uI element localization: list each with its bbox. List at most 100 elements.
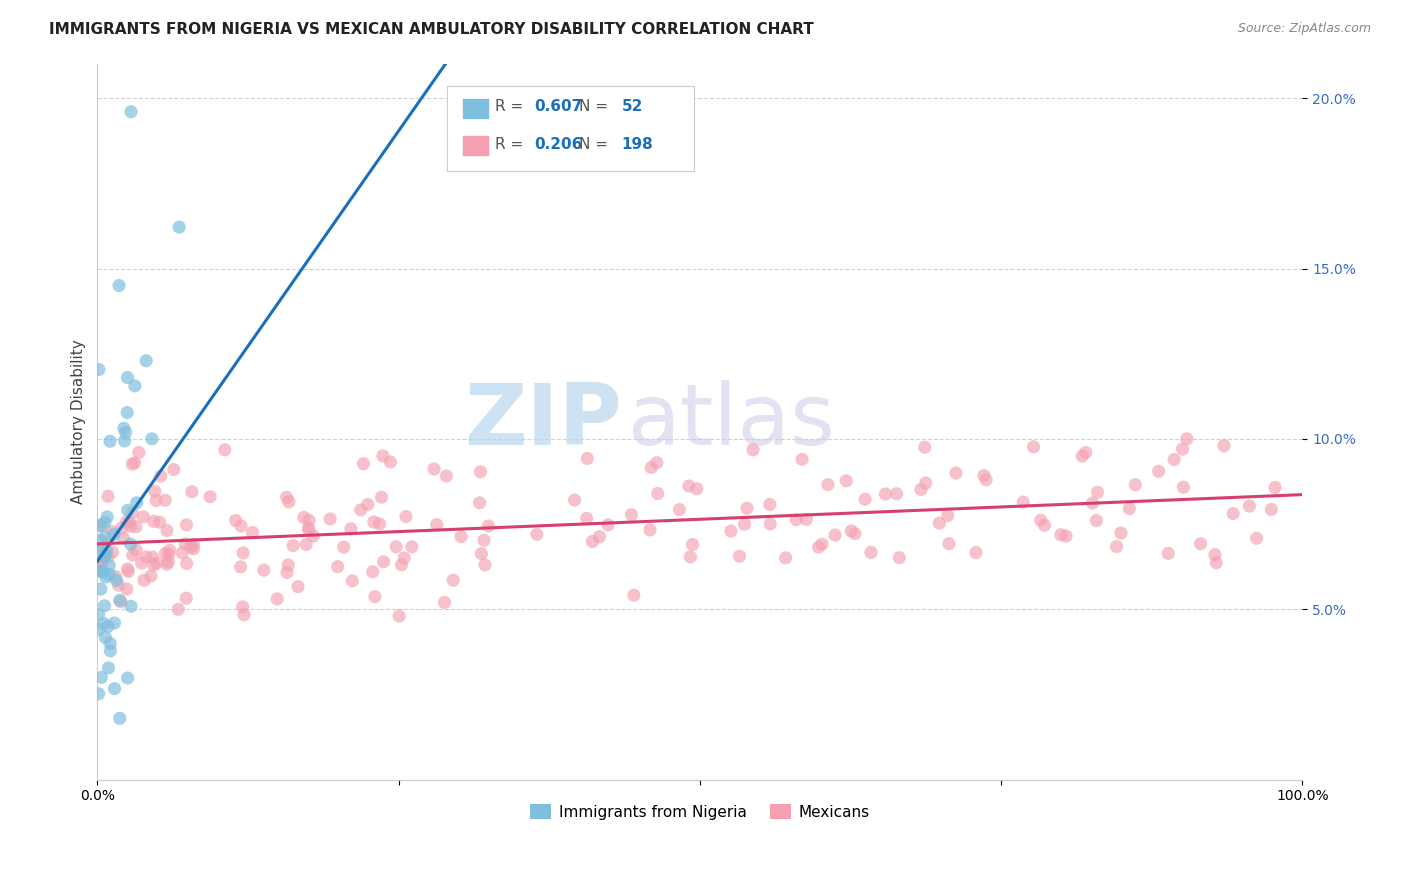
Point <box>361 565 384 579</box>
Point <box>945 466 967 480</box>
Point <box>817 477 839 491</box>
Point <box>1085 514 1108 528</box>
Point <box>120 599 142 614</box>
Text: 198: 198 <box>621 136 654 152</box>
Point <box>128 445 150 459</box>
Point <box>110 595 132 609</box>
Point <box>835 474 858 488</box>
Point <box>380 455 402 469</box>
Point <box>242 525 264 540</box>
Point <box>94 529 117 543</box>
Point <box>302 529 325 543</box>
Point <box>472 533 495 548</box>
Point <box>470 465 492 479</box>
Point <box>441 573 464 587</box>
Point <box>108 711 131 725</box>
Point <box>298 513 321 527</box>
Point <box>101 545 124 559</box>
Point <box>350 503 373 517</box>
Point <box>176 557 198 571</box>
Point <box>112 532 135 546</box>
Point <box>90 670 112 684</box>
Point <box>114 425 136 440</box>
Point <box>811 537 834 551</box>
Point <box>844 526 866 541</box>
Point <box>94 516 117 530</box>
Point <box>679 549 702 564</box>
Point <box>340 522 363 536</box>
Point <box>233 607 256 622</box>
Point <box>433 595 456 609</box>
Point <box>775 550 797 565</box>
Point <box>124 456 146 470</box>
Point <box>759 516 782 531</box>
Point <box>889 550 911 565</box>
Point <box>120 519 142 533</box>
Point <box>686 482 709 496</box>
Point <box>132 509 155 524</box>
Point <box>96 509 118 524</box>
Point <box>638 523 661 537</box>
Point <box>155 546 177 560</box>
Point <box>581 534 603 549</box>
Point <box>735 501 758 516</box>
Point <box>87 543 110 558</box>
Point <box>620 508 643 522</box>
Point <box>357 498 380 512</box>
Point <box>87 607 110 622</box>
Point <box>1163 452 1185 467</box>
Point <box>97 489 120 503</box>
Point <box>910 483 932 497</box>
Point <box>87 362 110 376</box>
Point <box>371 449 394 463</box>
Text: N =: N = <box>579 136 613 152</box>
Point <box>875 487 897 501</box>
Point <box>90 533 112 548</box>
Point <box>973 468 995 483</box>
Point <box>295 537 318 551</box>
Point <box>145 556 167 570</box>
Point <box>742 442 765 457</box>
Point <box>117 562 139 576</box>
Point <box>1105 540 1128 554</box>
Point <box>276 566 298 580</box>
Point <box>94 631 117 645</box>
Point <box>132 574 155 588</box>
Point <box>276 491 298 505</box>
Point <box>98 558 121 573</box>
Point <box>1171 442 1194 456</box>
Point <box>139 569 162 583</box>
Point <box>180 540 202 554</box>
Point <box>596 517 619 532</box>
Point <box>914 440 936 454</box>
Point <box>90 541 112 556</box>
Point <box>229 519 252 533</box>
Point <box>974 473 997 487</box>
Point <box>142 514 165 528</box>
Point <box>108 278 131 293</box>
Point <box>576 451 599 466</box>
Point <box>1109 526 1132 541</box>
Point <box>174 591 197 606</box>
Point <box>965 545 987 559</box>
Point <box>1118 501 1140 516</box>
Bar <box>463 98 489 120</box>
Point <box>98 636 121 650</box>
Point <box>297 521 319 535</box>
Point <box>853 492 876 507</box>
Point <box>94 549 117 563</box>
Point <box>198 490 221 504</box>
Point <box>790 452 813 467</box>
Point <box>471 104 494 119</box>
Point <box>434 469 457 483</box>
Point <box>1175 432 1198 446</box>
Point <box>96 543 118 558</box>
Point <box>90 558 112 573</box>
Point <box>232 546 254 560</box>
Point <box>1246 531 1268 545</box>
Point <box>183 541 205 556</box>
Point <box>121 548 143 562</box>
Point <box>1081 496 1104 510</box>
Point <box>388 609 411 624</box>
Point <box>575 511 598 525</box>
